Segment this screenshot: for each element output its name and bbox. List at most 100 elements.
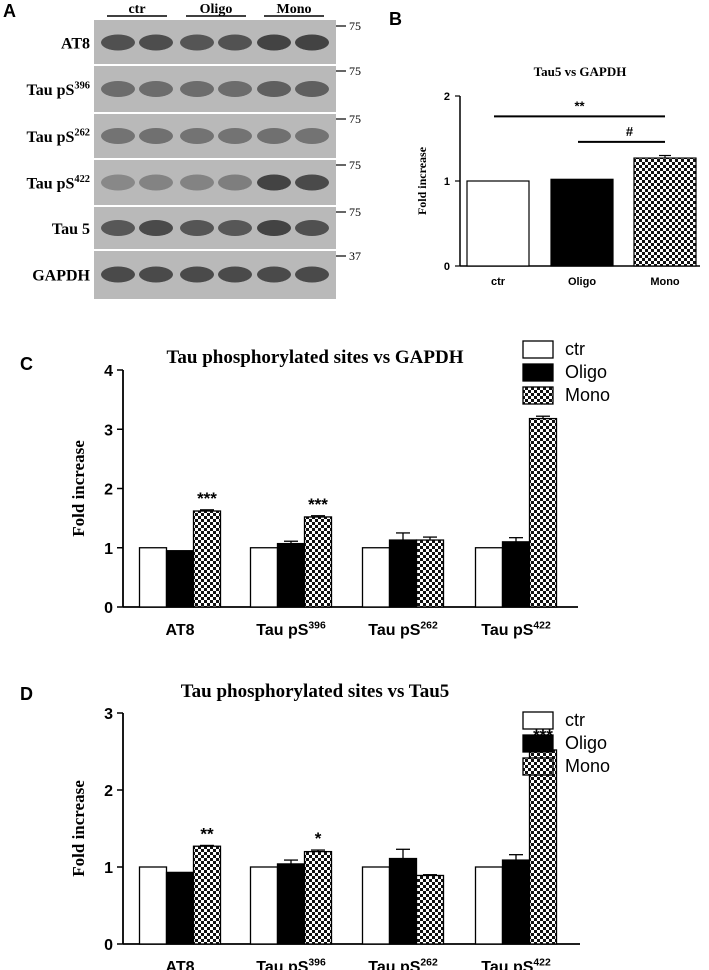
chart-panel-c: Tau phosphorylated sites vs GAPDH 0 1 2 3 4 Fo… [69, 339, 610, 639]
blot-band [218, 266, 252, 283]
blot-band [139, 220, 173, 236]
chart-b-y-tick-label: 2 [444, 91, 450, 103]
blot-band [295, 266, 329, 283]
blot-band [257, 220, 291, 236]
chart-d-legend-swatch-mono [522, 757, 554, 776]
chart-c-y-tick-label: 4 [104, 363, 113, 380]
blot-band [180, 174, 214, 191]
blot-group-label-oligo: Oligo [200, 2, 233, 17]
chart-b-x-tick-label: ctr [491, 276, 506, 288]
blot-marker-label: 75 [349, 205, 361, 219]
blot-band [180, 34, 214, 51]
chart-d-y-tick-label: 1 [104, 860, 113, 877]
blot-band [101, 128, 135, 144]
chart-c-y-tick-label: 1 [104, 541, 113, 558]
chart-c-legend-label-ctr: ctr [565, 339, 585, 359]
chart-d-legend-swatch-oligo [522, 734, 554, 753]
blot-band [180, 81, 214, 97]
blot-band [139, 266, 173, 283]
chart-d-legend-label-mono: Mono [565, 756, 610, 776]
blot-band [295, 81, 329, 97]
blot-band [218, 128, 252, 144]
chart-c-bar-ctr [361, 547, 391, 608]
chart-c-y-tick-label: 2 [104, 482, 113, 499]
chart-c-y-tick-label: 0 [104, 600, 113, 617]
chart-d-legend-swatch-ctr [522, 711, 554, 730]
chart-d-bar-ctr [249, 866, 279, 945]
blot-band [139, 81, 173, 97]
blot-band [218, 220, 252, 236]
chart-b-y-axis-title: Fold increase [415, 146, 429, 215]
chart-b-x-tick-label: Oligo [568, 276, 596, 288]
chart-d-y-tick-label: 0 [104, 937, 113, 954]
chart-c-bar-mono [192, 510, 222, 608]
chart-d-significance-label: ** [200, 824, 214, 843]
blot-band [295, 174, 329, 191]
chart-d-y-tick-label: 3 [104, 706, 113, 723]
blot-row-label: Tau 5 [52, 221, 90, 238]
chart-d-x-tick-label: Tau pS262 [368, 958, 438, 970]
chart-d-significance-label: * [315, 829, 322, 848]
blot-band [180, 266, 214, 283]
blot-group-label-mono: Mono [277, 2, 312, 17]
blot-band [101, 174, 135, 191]
chart-c-bar-oligo [276, 542, 306, 608]
blot-band [295, 128, 329, 144]
panel-label-a: A [3, 1, 16, 21]
chart-c-x-tick-label: AT8 [165, 622, 194, 639]
blot-band [257, 174, 291, 191]
chart-c-x-tick-label: Tau pS396 [256, 621, 326, 639]
blot-band [101, 220, 135, 236]
blot-band [180, 128, 214, 144]
chart-panel-d: Tau phosphorylated sites vs Tau5 0 1 2 3 Fold… [69, 681, 610, 970]
chart-b-significance-label: ** [574, 98, 585, 113]
chart-b-y-tick-label: 1 [444, 176, 450, 188]
chart-d-bar-oligo [165, 871, 195, 945]
blot-band [180, 220, 214, 236]
blot-band [257, 266, 291, 283]
panel-label-d: D [20, 684, 33, 704]
blot-row-label: Tau pS262 [27, 128, 91, 146]
chart-d-bar-mono [192, 845, 222, 945]
chart-d-y-axis-title: Fold increase [69, 780, 88, 877]
blot-marker-label: 75 [349, 19, 361, 33]
chart-c-bar-ctr [138, 547, 168, 608]
chart-d-bar-ctr [361, 866, 391, 945]
blot-band [295, 34, 329, 51]
blot-row-label: Tau pS396 [27, 81, 91, 99]
blot-band [257, 34, 291, 51]
blot-band [101, 266, 135, 283]
chart-d-x-tick-label: AT8 [165, 959, 194, 970]
chart-c-bar-mono [303, 516, 333, 608]
blot-band [218, 34, 252, 51]
chart-d-bar-oligo [276, 863, 306, 945]
blot-band [139, 174, 173, 191]
chart-c-significance-label: *** [308, 495, 328, 514]
chart-d-bar-mono [415, 874, 445, 945]
blot-marker-label: 75 [349, 158, 361, 172]
chart-d-bar-oligo [501, 859, 531, 945]
chart-b-bar-ctr [466, 180, 530, 267]
chart-d-bar-ctr [138, 866, 168, 945]
chart-d-y-tick-label: 2 [104, 783, 113, 800]
chart-b-x-tick-label: Mono [650, 276, 680, 288]
chart-b-bar-oligo [550, 178, 614, 267]
chart-d-bar-mono [303, 850, 333, 945]
chart-c-legend-label-oligo: Oligo [565, 362, 607, 382]
blot-band [139, 128, 173, 144]
chart-b-significance-label: # [626, 124, 634, 139]
chart-d-bar-oligo [388, 857, 418, 945]
chart-d-bar-ctr [474, 866, 504, 945]
blot-band [139, 34, 173, 51]
blot-band [257, 128, 291, 144]
chart-c-bar-mono [415, 539, 445, 608]
blot-band [218, 81, 252, 97]
panel-label-c: C [20, 354, 33, 374]
panel-label-b: B [389, 9, 402, 29]
blot-row-label: AT8 [61, 36, 90, 53]
chart-c-x-tick-label: Tau pS262 [368, 621, 438, 639]
blot-marker-label: 75 [349, 64, 361, 78]
chart-c-legend-swatch-mono [522, 386, 554, 405]
blot-band [257, 81, 291, 97]
